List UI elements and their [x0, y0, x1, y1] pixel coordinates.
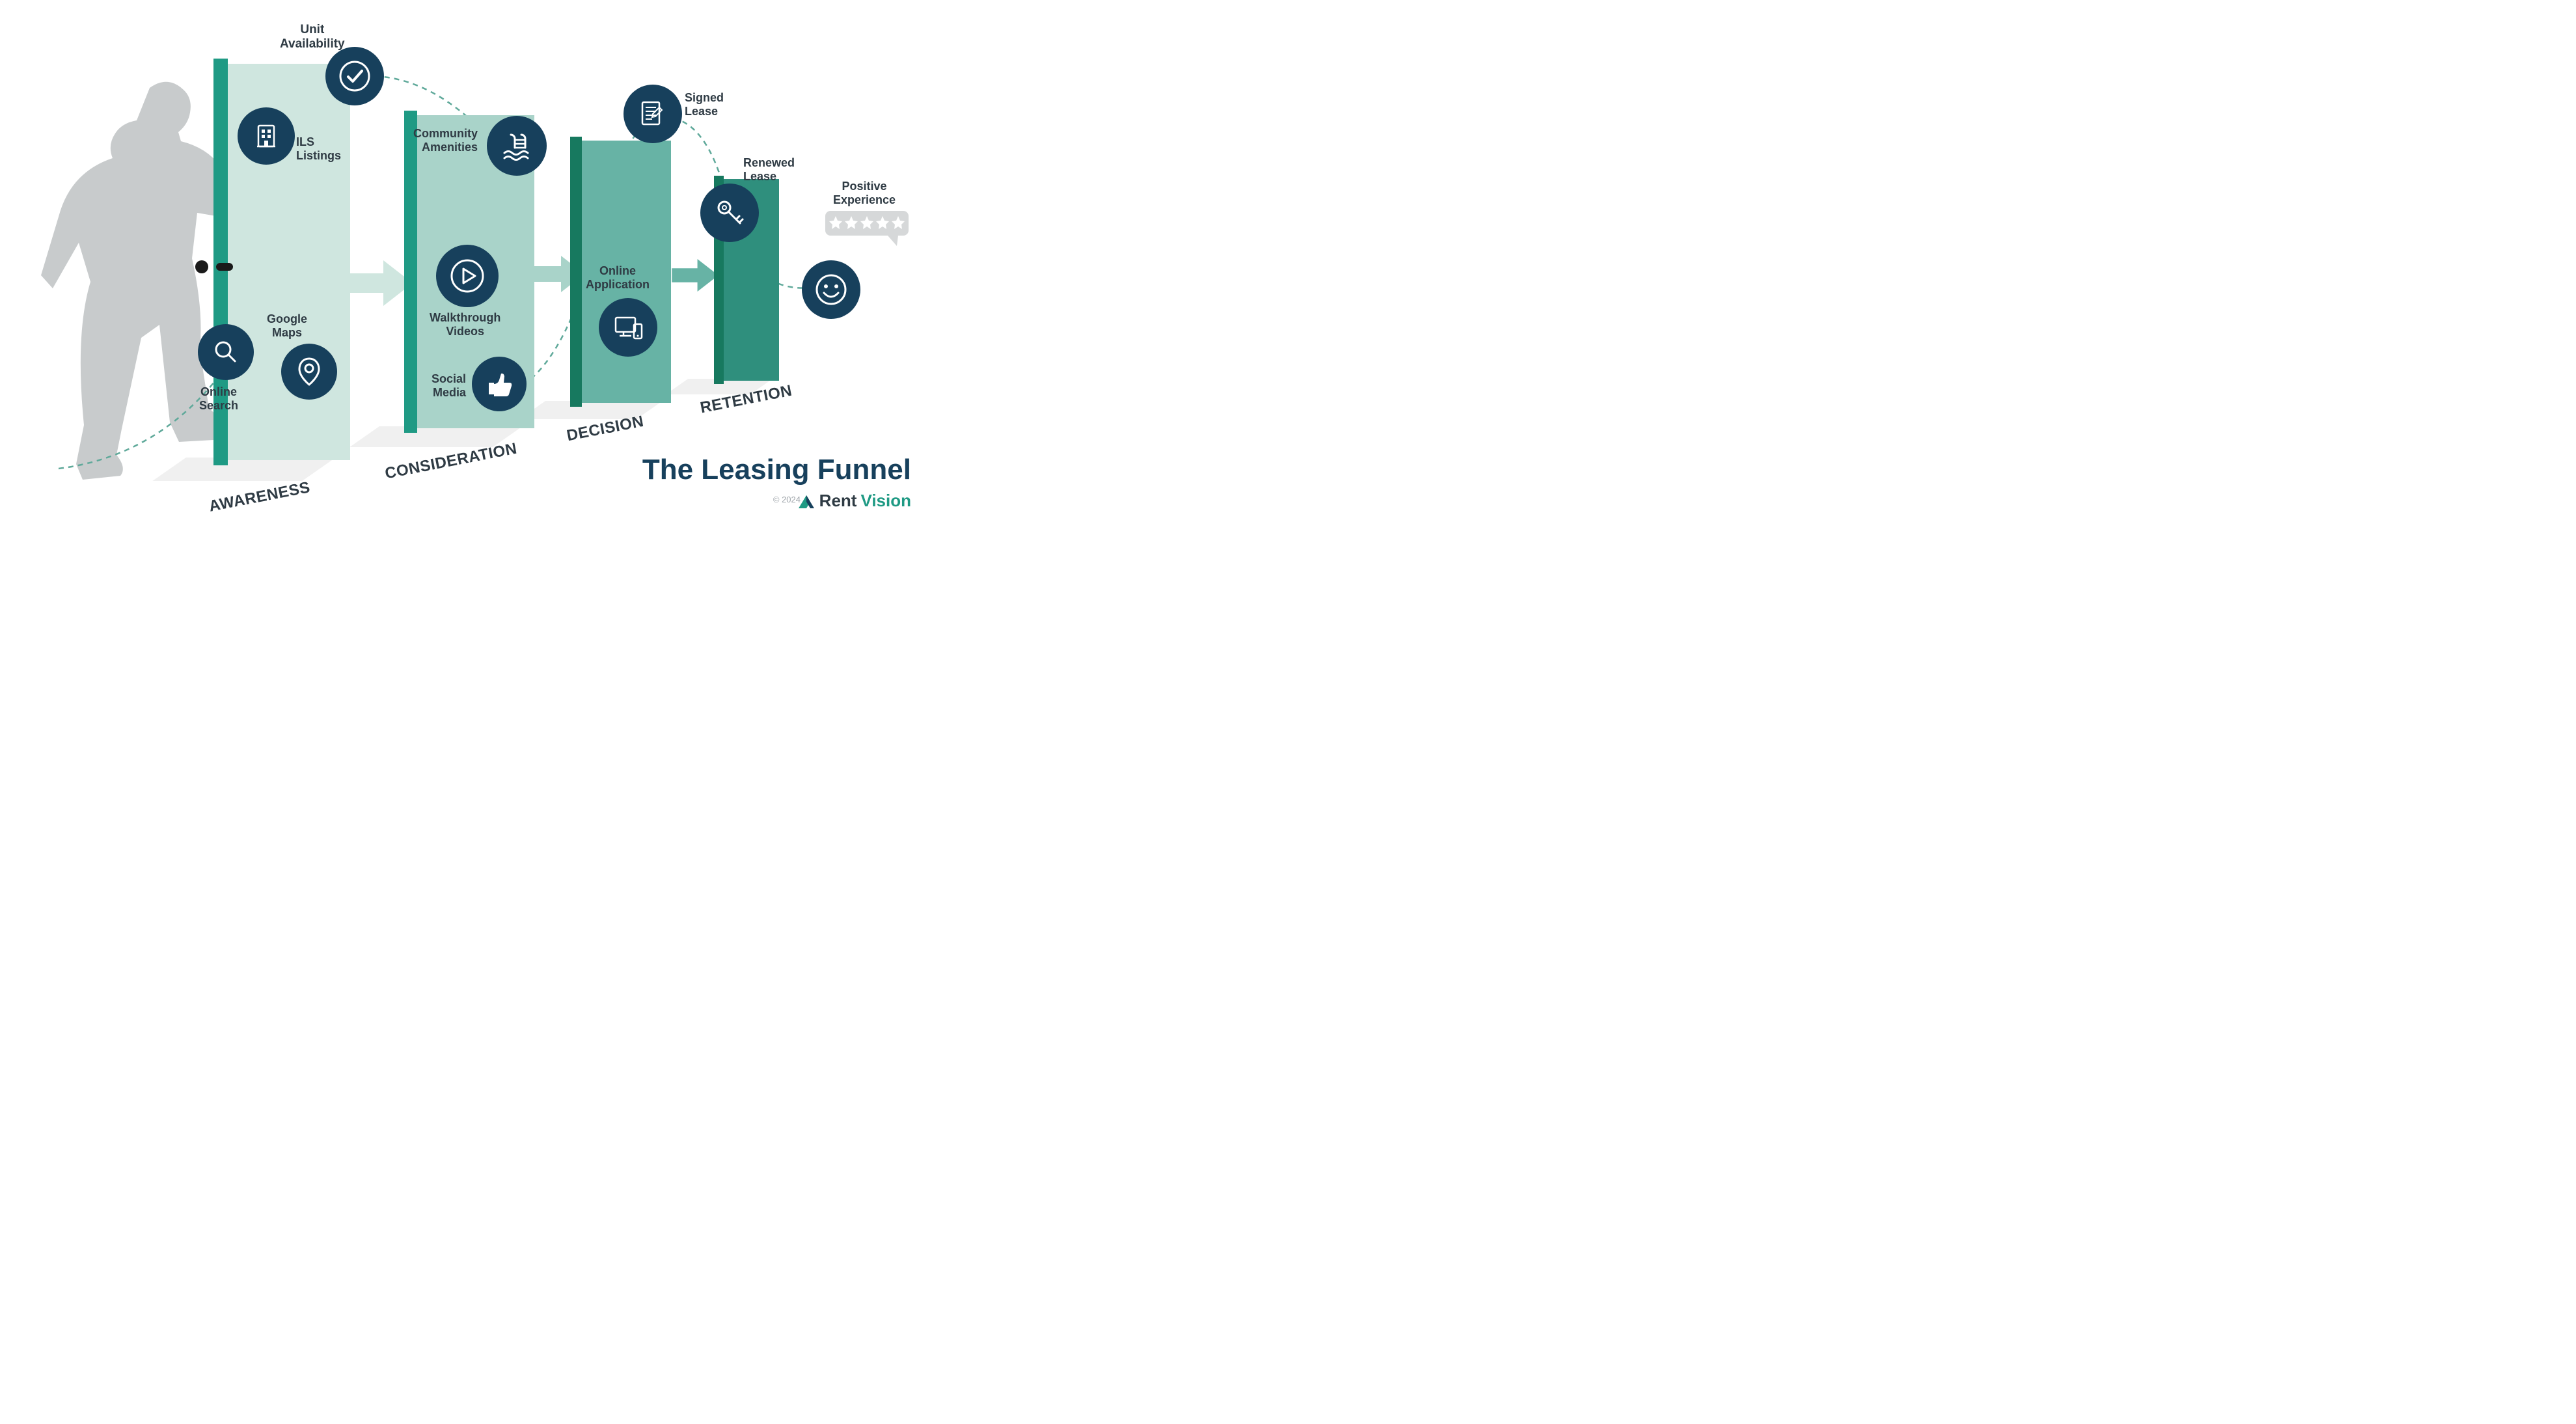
brand-rent: Rent: [819, 491, 857, 511]
checkmark-icon: [325, 47, 384, 105]
stars-bubble-icon: [825, 211, 910, 253]
building-icon: [238, 107, 295, 165]
brand-mark-icon: [797, 493, 815, 510]
label-community-amenities: Community Amenities: [413, 127, 478, 154]
doorknob-icon: [195, 260, 234, 273]
map-pin-icon: [281, 344, 337, 400]
pool-icon: [487, 116, 547, 176]
search-icon: [198, 324, 254, 380]
label-online-application: Online Application: [586, 264, 650, 291]
funnel-arrow-icon: [348, 260, 413, 306]
label-ils-listings: ILS Listings: [296, 135, 341, 162]
label-unit-availability: Unit Availability: [280, 23, 345, 51]
label-google-maps: Google Maps: [267, 312, 307, 339]
smiley-icon: [802, 260, 860, 319]
signed-document-icon: [623, 85, 682, 143]
infographic-stage: AWARENESS CONSIDERATION DECISION RETENTI…: [0, 0, 950, 525]
label-walkthrough-videos: Walkthrough Videos: [430, 311, 500, 338]
brand-vision: Vision: [860, 491, 911, 511]
copyright-text: © 2024: [773, 495, 801, 504]
label-positive-experience: Positive Experience: [833, 180, 896, 206]
brand-logo: RentVision: [797, 491, 911, 511]
label-signed-lease: Signed Lease: [685, 91, 724, 118]
computer-icon: [599, 298, 657, 357]
key-icon: [700, 184, 759, 242]
label-online-search: Online Search: [199, 385, 238, 412]
main-title: The Leasing Funnel: [642, 454, 911, 486]
play-icon: [436, 245, 499, 307]
funnel-arrow-icon: [669, 259, 721, 292]
label-social-media: Social Media: [432, 372, 466, 399]
thumbs-up-icon: [472, 357, 527, 411]
label-renewed-lease: Renewed Lease: [743, 156, 795, 183]
